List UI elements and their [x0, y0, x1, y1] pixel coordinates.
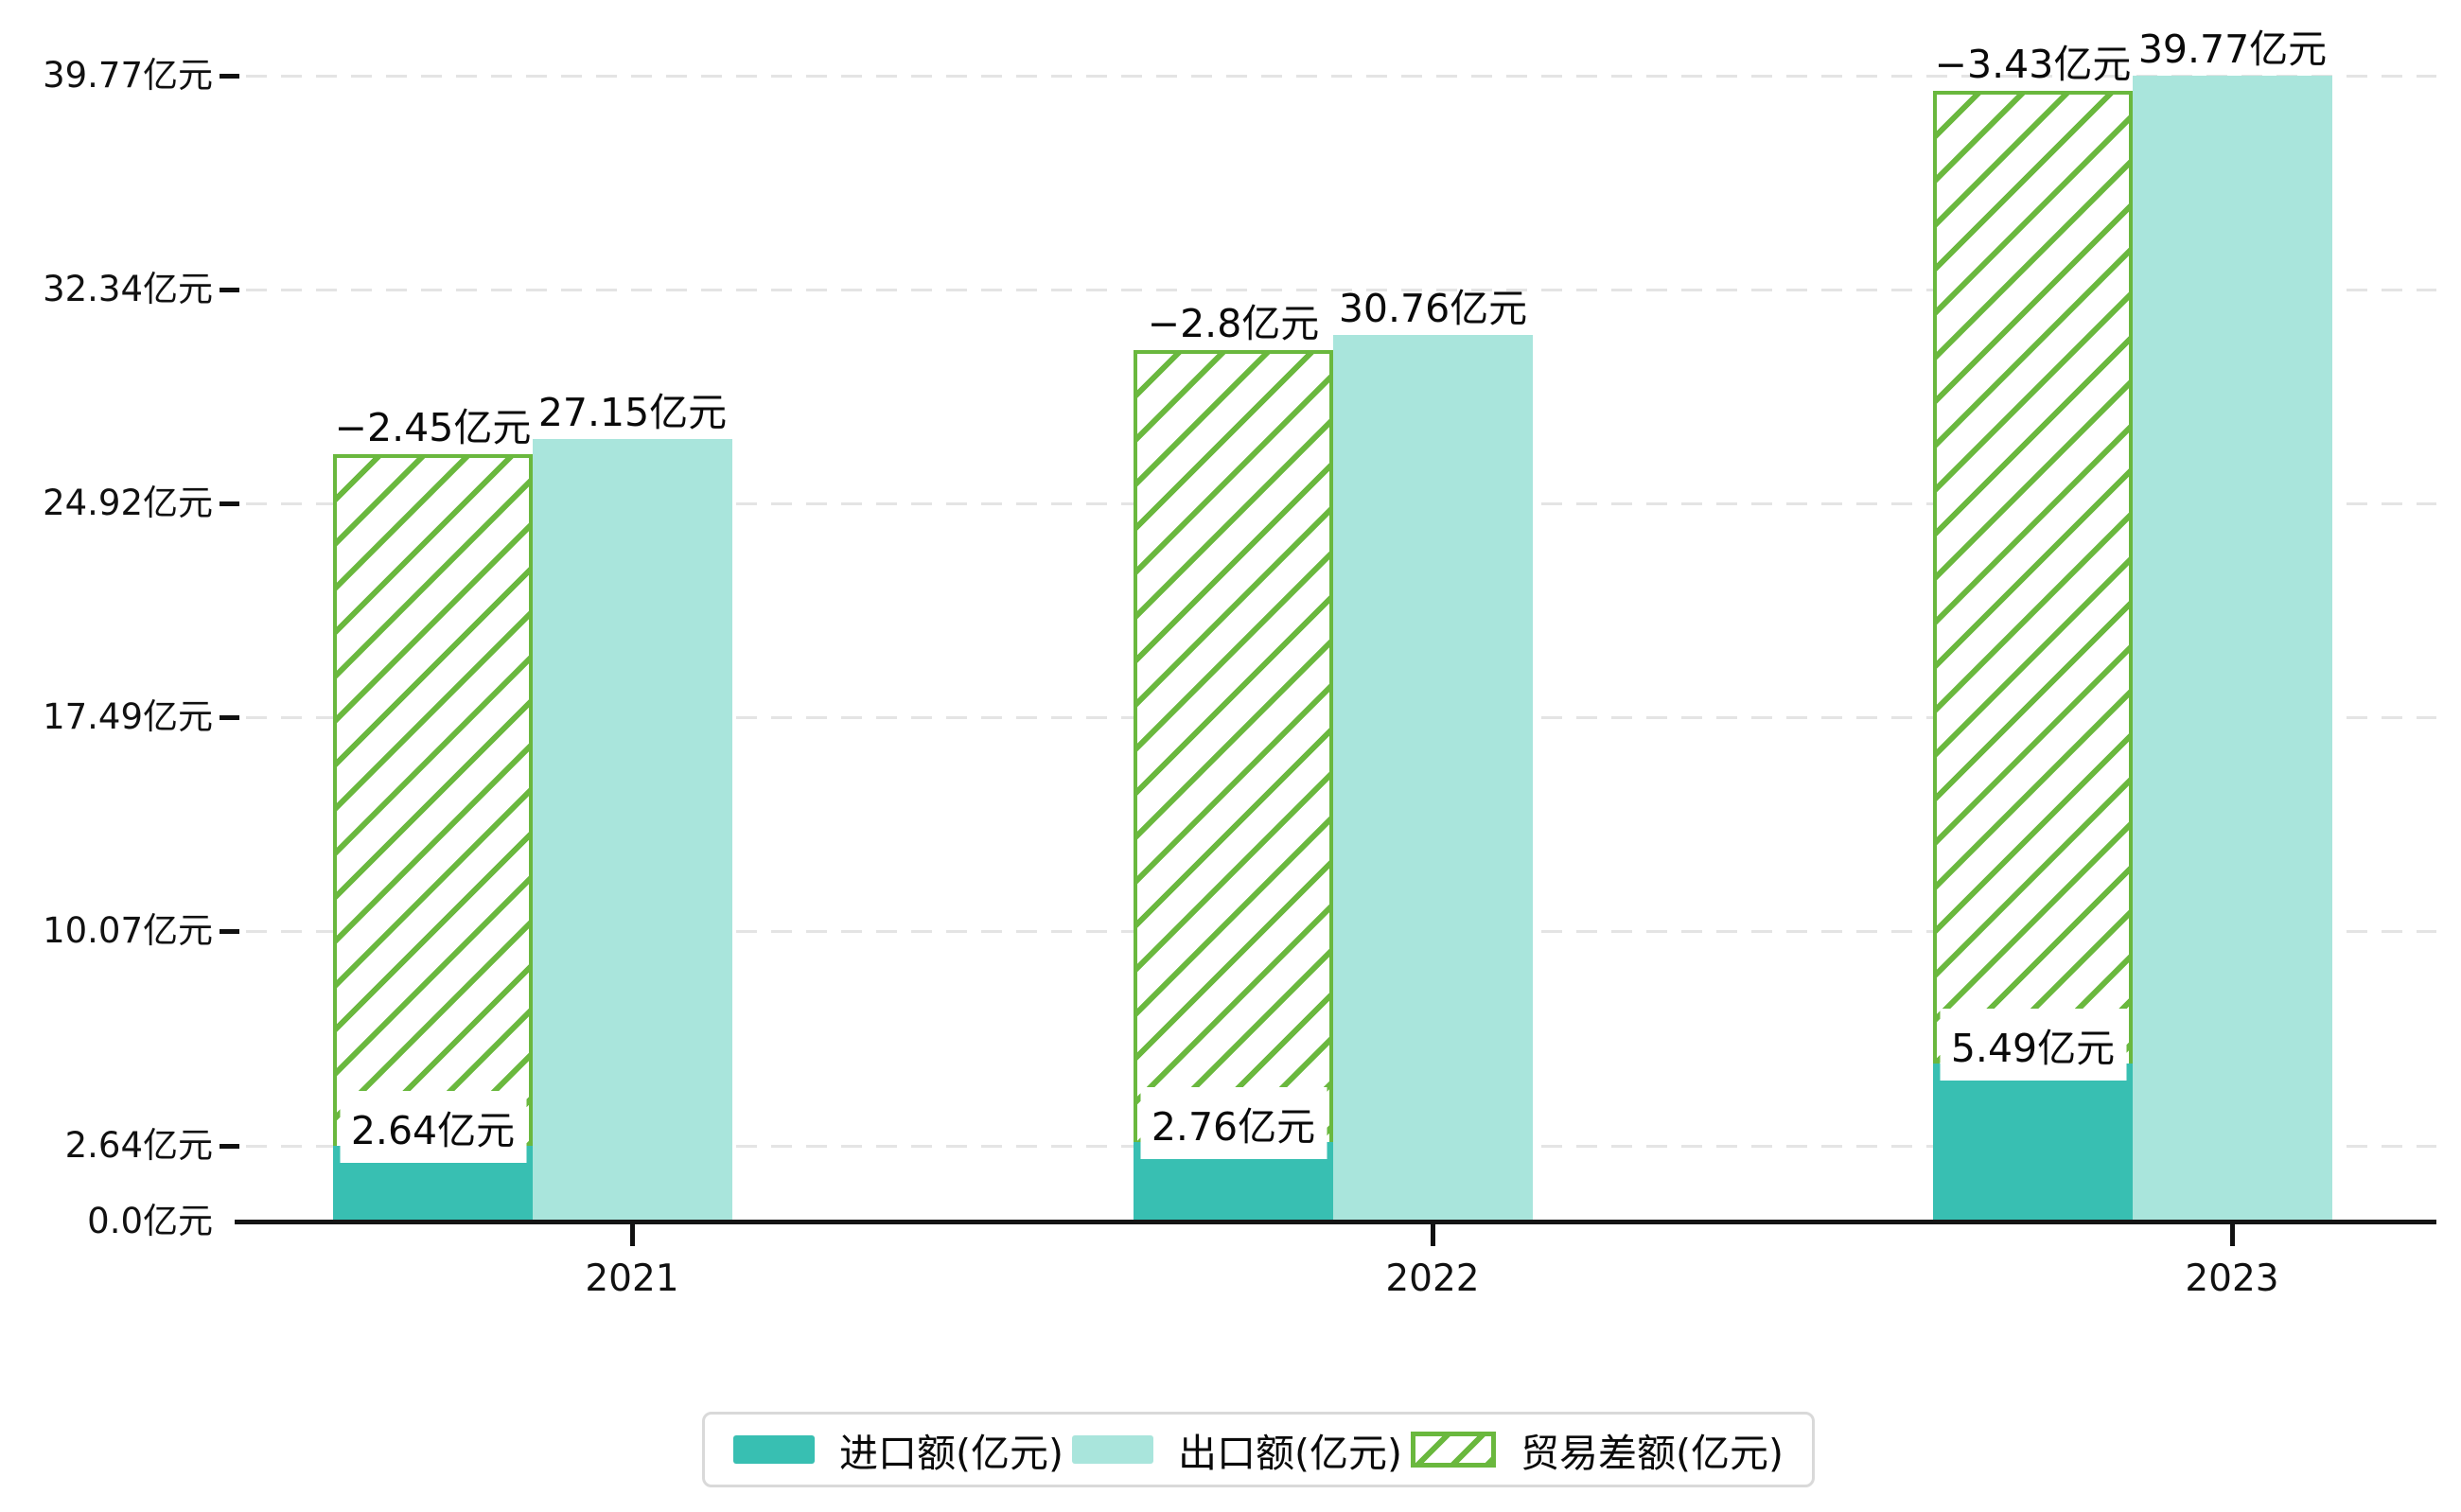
y-axis-tick-label: 2.64亿元 — [64, 1124, 213, 1166]
trade-balance-hatch-swatch-icon — [1411, 1432, 1496, 1468]
trade-balance-value-label: −2.45亿元 — [334, 405, 532, 451]
import-value-label: 5.49亿元 — [1940, 1008, 2126, 1081]
x-axis-category-label: 2022 — [1385, 1257, 1480, 1300]
y-axis-tick — [220, 74, 239, 79]
legend-item-import[interactable]: 进口额(亿元) — [733, 1421, 1064, 1478]
x-axis-tick — [630, 1222, 635, 1246]
import-value-label: 2.64亿元 — [340, 1090, 526, 1163]
export-value-label: 39.77亿元 — [2137, 26, 2328, 72]
import-swatch-icon — [733, 1435, 815, 1464]
y-axis-tick — [220, 501, 239, 507]
legend-label-export: 出口额(亿元) — [1178, 1431, 1402, 1476]
legend: 进口额(亿元) 出口额(亿元) 贸易差额(亿元) — [702, 1412, 1815, 1487]
y-gridline — [246, 289, 2436, 292]
y-axis-tick-label: 0.0亿元 — [87, 1201, 213, 1241]
y-axis-tick-label: 24.92亿元 — [43, 483, 213, 524]
export-bar[interactable] — [1333, 335, 1533, 1222]
x-axis-tick — [1431, 1222, 1435, 1246]
y-axis-tick — [220, 929, 239, 935]
trade-balance-value-label: −3.43亿元 — [1934, 42, 2132, 87]
y-axis-tick-label: 10.07亿元 — [43, 910, 213, 952]
y-gridline — [246, 75, 2436, 78]
export-bar[interactable] — [533, 439, 732, 1222]
legend-label-import: 进口额(亿元) — [839, 1431, 1064, 1476]
y-axis-tick — [220, 288, 239, 293]
y-axis-tick-label: 17.49亿元 — [43, 696, 213, 738]
x-axis-tick — [2230, 1222, 2235, 1246]
y-axis-tick-label: 32.34亿元 — [43, 269, 213, 310]
y-axis-tick-label: 39.77亿元 — [43, 55, 213, 96]
import-bar[interactable] — [1933, 1063, 2133, 1222]
legend-label-balance: 贸易差额(亿元) — [1521, 1431, 1784, 1476]
x-axis-line — [235, 1220, 2436, 1224]
trade-balance-value-label: −2.8亿元 — [1147, 301, 1320, 347]
export-swatch-icon — [1072, 1435, 1153, 1464]
import-value-label: 2.76亿元 — [1140, 1086, 1327, 1159]
legend-item-export[interactable]: 出口额(亿元) — [1072, 1421, 1402, 1478]
trade-balance-bar[interactable] — [1134, 350, 1333, 1222]
export-value-label: 30.76亿元 — [1338, 286, 1528, 332]
export-bar[interactable] — [2133, 76, 2332, 1222]
x-axis-category-label: 2021 — [585, 1257, 679, 1300]
export-value-label: 27.15亿元 — [537, 390, 728, 436]
legend-item-balance[interactable]: 贸易差额(亿元) — [1411, 1421, 1784, 1478]
y-axis-tick — [220, 1143, 239, 1149]
x-axis-category-label: 2023 — [2185, 1257, 2279, 1300]
y-axis-tick — [220, 715, 239, 721]
